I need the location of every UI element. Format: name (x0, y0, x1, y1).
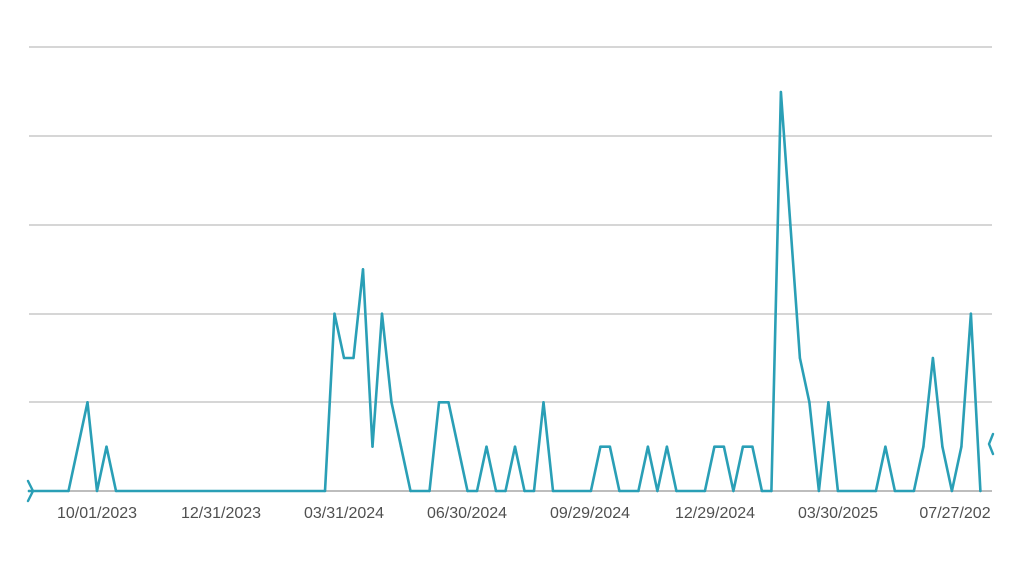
points-layer (27, 90, 982, 493)
data-point (789, 223, 792, 227)
data-point (27, 489, 31, 493)
data-point (893, 489, 897, 493)
data-point (475, 489, 479, 493)
data-point (105, 445, 108, 448)
data-point (333, 312, 336, 315)
data-point (399, 445, 403, 448)
data-point (770, 489, 773, 493)
grid-layer (29, 46, 992, 492)
data-point (599, 445, 602, 448)
data-point (371, 445, 374, 448)
data-point (808, 401, 811, 404)
data-point (361, 268, 365, 271)
data-point (437, 401, 441, 404)
data-point (608, 445, 612, 448)
right-edge-mask (993, 500, 1017, 530)
left-edge-chevron-icon[interactable] (26, 479, 35, 503)
data-point (798, 356, 802, 360)
data-point (960, 445, 963, 448)
data-point (969, 312, 973, 315)
data-point (342, 356, 346, 360)
data-point (941, 445, 944, 448)
data-point (722, 445, 726, 448)
data-point (950, 489, 954, 493)
data-point (760, 489, 764, 493)
data-point (713, 445, 716, 448)
data-point (485, 445, 488, 448)
x-axis-ticks: 10/01/2023 12/31/2023 03/31/2024 06/30/2024… (57, 500, 1017, 530)
data-point (513, 445, 517, 448)
data-point (95, 489, 99, 493)
data-point (665, 445, 669, 448)
x-tick-label: 06/30/2024 (427, 505, 507, 522)
x-tick-label: 12/29/2024 (675, 505, 755, 522)
data-point (637, 489, 640, 493)
x-tick-label: 12/31/2023 (181, 505, 261, 522)
right-edge-chevron-icon[interactable] (987, 432, 995, 456)
data-point (836, 489, 840, 493)
x-tick-label: 07/27/202 (919, 505, 990, 522)
data-point (390, 401, 393, 404)
data-point (67, 489, 70, 493)
data-point (827, 401, 830, 404)
data-point (817, 489, 821, 493)
x-tick-label: 03/30/2025 (798, 505, 878, 522)
data-point (931, 356, 935, 360)
data-point (912, 489, 916, 493)
data-point (352, 356, 355, 360)
data-point (922, 445, 925, 448)
data-point (428, 489, 431, 493)
data-point (779, 90, 783, 94)
data-point (380, 312, 384, 315)
series-layer (27, 90, 982, 493)
data-point (884, 445, 887, 448)
x-tick-label: 09/29/2024 (550, 505, 630, 522)
data-point (114, 489, 118, 493)
data-point (551, 489, 555, 493)
data-point (532, 489, 536, 493)
data-point (751, 445, 754, 448)
data-point (979, 489, 982, 493)
data-point (732, 489, 735, 493)
data-point (504, 489, 507, 493)
series-line-0 (27, 90, 982, 493)
data-point (703, 489, 707, 493)
data-point (656, 489, 659, 493)
edge-markers (26, 432, 995, 503)
data-point (456, 445, 460, 448)
data-point (323, 489, 327, 493)
x-tick-label: 10/01/2023 (57, 505, 137, 522)
data-point (741, 445, 745, 448)
data-point (542, 401, 545, 404)
data-point (86, 401, 89, 404)
data-point (874, 489, 878, 493)
data-point (494, 489, 498, 493)
x-tick-label: 03/31/2024 (304, 505, 384, 522)
data-point (675, 489, 678, 493)
data-point (466, 489, 469, 493)
data-point (646, 445, 650, 448)
data-point (409, 489, 412, 493)
data-point (618, 489, 621, 493)
data-point (523, 489, 526, 493)
data-point (589, 489, 593, 493)
data-point (447, 401, 450, 404)
